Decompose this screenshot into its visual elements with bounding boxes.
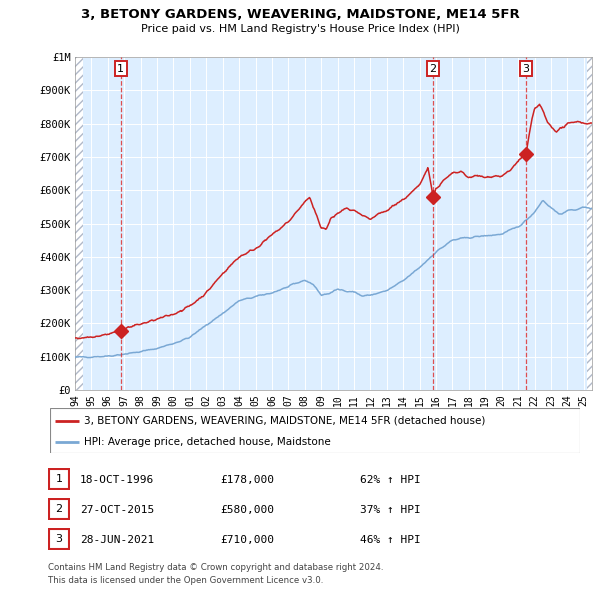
Text: Price paid vs. HM Land Registry's House Price Index (HPI): Price paid vs. HM Land Registry's House …: [140, 24, 460, 34]
Text: 3: 3: [523, 64, 530, 74]
FancyBboxPatch shape: [49, 499, 69, 519]
FancyBboxPatch shape: [49, 529, 69, 549]
Text: 3: 3: [56, 534, 62, 544]
Text: This data is licensed under the Open Government Licence v3.0.: This data is licensed under the Open Gov…: [48, 576, 323, 585]
Text: 28-JUN-2021: 28-JUN-2021: [80, 535, 154, 545]
Text: £710,000: £710,000: [220, 535, 274, 545]
Bar: [587, 57, 592, 390]
Text: 27-OCT-2015: 27-OCT-2015: [80, 505, 154, 515]
Text: 18-OCT-1996: 18-OCT-1996: [80, 475, 154, 485]
Text: 1: 1: [56, 474, 62, 484]
Text: HPI: Average price, detached house, Maidstone: HPI: Average price, detached house, Maid…: [85, 437, 331, 447]
FancyBboxPatch shape: [49, 469, 69, 489]
Text: 37% ↑ HPI: 37% ↑ HPI: [360, 505, 421, 515]
Bar: [75, 57, 83, 390]
Text: £580,000: £580,000: [220, 505, 274, 515]
FancyBboxPatch shape: [50, 408, 580, 453]
Text: 46% ↑ HPI: 46% ↑ HPI: [360, 535, 421, 545]
Text: 62% ↑ HPI: 62% ↑ HPI: [360, 475, 421, 485]
Text: 1: 1: [117, 64, 124, 74]
Text: 2: 2: [55, 504, 62, 514]
Text: 3, BETONY GARDENS, WEAVERING, MAIDSTONE, ME14 5FR (detached house): 3, BETONY GARDENS, WEAVERING, MAIDSTONE,…: [85, 415, 486, 425]
Text: 2: 2: [430, 64, 437, 74]
Text: Contains HM Land Registry data © Crown copyright and database right 2024.: Contains HM Land Registry data © Crown c…: [48, 563, 383, 572]
Text: £178,000: £178,000: [220, 475, 274, 485]
Text: 3, BETONY GARDENS, WEAVERING, MAIDSTONE, ME14 5FR: 3, BETONY GARDENS, WEAVERING, MAIDSTONE,…: [80, 8, 520, 21]
